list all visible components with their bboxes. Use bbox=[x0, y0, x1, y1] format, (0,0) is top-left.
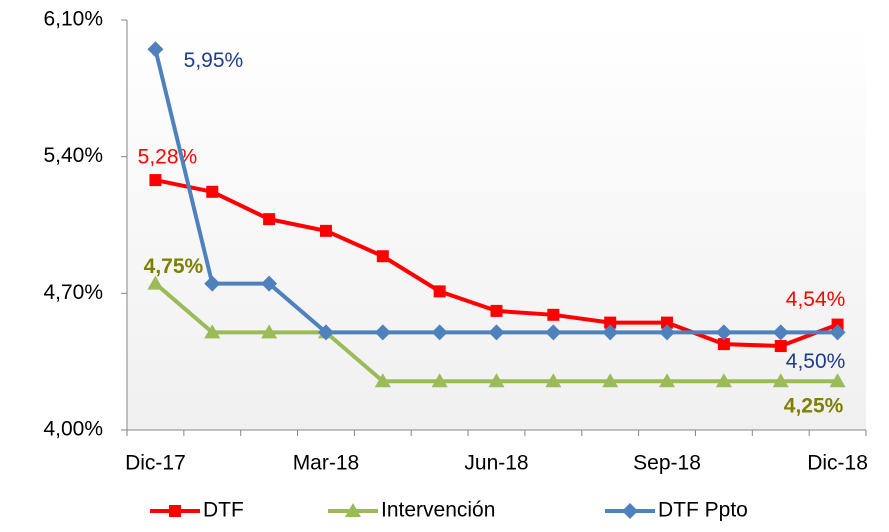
marker bbox=[431, 324, 448, 341]
marker bbox=[547, 308, 560, 321]
marker bbox=[659, 324, 676, 341]
marker bbox=[204, 324, 221, 339]
plot-area bbox=[127, 20, 866, 430]
marker bbox=[147, 41, 164, 58]
x-tick-label: Sep-18 bbox=[633, 452, 701, 475]
marker bbox=[774, 340, 787, 353]
marker bbox=[715, 324, 732, 341]
marker bbox=[829, 373, 846, 388]
marker bbox=[622, 503, 638, 519]
marker bbox=[772, 373, 789, 388]
marker bbox=[545, 373, 562, 388]
legend-label: Intervención bbox=[381, 499, 495, 522]
marker bbox=[319, 224, 332, 237]
marker bbox=[376, 250, 389, 263]
y-tick-label: 6,10% bbox=[43, 8, 103, 31]
marker bbox=[772, 324, 789, 341]
legend-label: DTF bbox=[203, 499, 244, 522]
marker bbox=[661, 316, 674, 329]
marker bbox=[261, 275, 278, 292]
marker bbox=[488, 324, 505, 341]
data-label: 4,25% bbox=[784, 395, 844, 418]
marker bbox=[263, 213, 276, 226]
x-tick-label: Mar-18 bbox=[293, 452, 360, 475]
marker bbox=[659, 373, 676, 388]
y-tick-label: 5,40% bbox=[43, 144, 103, 167]
data-label: 4,50% bbox=[786, 350, 846, 373]
marker bbox=[602, 373, 619, 388]
marker bbox=[147, 275, 164, 290]
marker bbox=[261, 324, 278, 339]
marker bbox=[431, 373, 448, 388]
marker bbox=[374, 324, 391, 341]
data-label: 5,28% bbox=[138, 146, 198, 169]
marker bbox=[169, 505, 181, 517]
marker bbox=[717, 338, 730, 351]
marker bbox=[206, 185, 219, 198]
x-tick-label: Jun-18 bbox=[464, 452, 528, 475]
data-label: 4,75% bbox=[144, 255, 204, 278]
marker bbox=[345, 503, 361, 517]
data-label: 5,95% bbox=[184, 49, 244, 72]
marker bbox=[715, 373, 732, 388]
marker bbox=[829, 324, 846, 341]
data-label: 4,54% bbox=[786, 288, 846, 311]
marker bbox=[374, 373, 391, 388]
y-tick-label: 4,70% bbox=[43, 281, 103, 304]
marker bbox=[490, 304, 503, 317]
legend-label: DTF Ppto bbox=[658, 499, 748, 522]
marker bbox=[204, 275, 221, 292]
marker bbox=[545, 324, 562, 341]
marker bbox=[488, 373, 505, 388]
marker bbox=[604, 316, 617, 329]
marker bbox=[433, 285, 446, 298]
x-tick-label: Dic-17 bbox=[125, 452, 186, 475]
marker bbox=[149, 174, 162, 187]
marker bbox=[317, 324, 334, 341]
y-tick-label: 4,00% bbox=[43, 418, 103, 441]
x-tick-label: Dic-18 bbox=[807, 452, 868, 475]
marker bbox=[602, 324, 619, 341]
